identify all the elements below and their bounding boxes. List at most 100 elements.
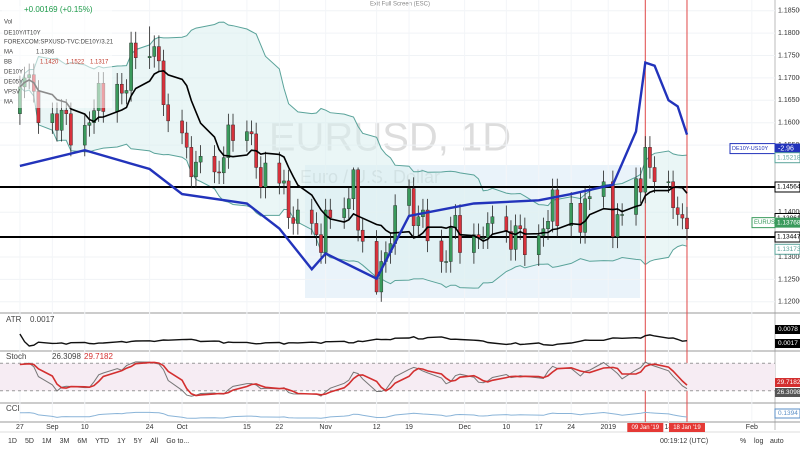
candle-body: [523, 228, 527, 255]
toolbar-button[interactable]: 1D: [8, 438, 17, 445]
stoch-tag: [775, 388, 800, 397]
stoch-name: Stoch: [6, 352, 26, 361]
y-tick-label: 1.17500: [778, 52, 800, 59]
last-price-label: 1.13768: [777, 219, 800, 226]
candle-body: [411, 188, 416, 226]
atr-line: [19, 333, 688, 347]
change-label: +0.00169 (+0.15%): [24, 5, 93, 14]
candle-body: [550, 189, 555, 222]
legend-item: MA: [4, 100, 13, 106]
legend-item: DE10Y: [4, 70, 23, 76]
legend-bg: [2, 6, 112, 108]
toolbar-button[interactable]: 3M: [60, 438, 70, 445]
legend-item: BB: [4, 60, 12, 66]
candle-body: [481, 237, 485, 239]
candle-body: [184, 132, 189, 148]
candle-body: [212, 156, 217, 173]
x-tick-label: 2019: [600, 424, 616, 431]
last-price-name: EURUSD: [754, 220, 780, 226]
candle-body: [319, 234, 323, 253]
candle-body: [360, 229, 365, 242]
moving-average: [19, 69, 688, 243]
candle-body: [69, 113, 73, 146]
toolbar-button[interactable]: All: [150, 438, 158, 445]
toolbar-button[interactable]: 1Y: [117, 438, 126, 445]
status-item[interactable]: %: [740, 438, 746, 445]
toolbar-button[interactable]: 5Y: [134, 438, 143, 445]
cci-line: [19, 411, 688, 419]
candle-body: [92, 110, 96, 123]
y-tick-label: 1.14000: [778, 209, 800, 216]
status-item[interactable]: auto: [770, 438, 784, 445]
price-tag: [774, 243, 800, 255]
candle-body: [416, 216, 421, 226]
spread-value-tag: [775, 143, 800, 154]
x-tick-label: 24: [567, 424, 575, 431]
candle-body: [152, 46, 157, 57]
toolbar-button[interactable]: 1M: [42, 438, 52, 445]
x-tick-label: Feb: [746, 424, 758, 431]
price-tag-label: 1.13173: [777, 246, 800, 253]
candle-body: [328, 209, 333, 218]
candle-body: [666, 181, 671, 183]
candle-body: [634, 178, 638, 215]
candle-body: [347, 198, 351, 209]
candle-body: [648, 147, 652, 168]
toolbar-button[interactable]: YTD: [95, 438, 109, 445]
candle-body: [129, 42, 133, 91]
candle-body: [55, 113, 59, 131]
legend-item: Vol: [4, 20, 12, 26]
bollinger-lower: [19, 86, 688, 289]
candle-body: [638, 178, 643, 193]
candle-body: [189, 147, 194, 178]
candle-body: [277, 162, 282, 184]
marker-badge: [668, 423, 705, 432]
y-tick-label: 1.13000: [778, 254, 800, 261]
price-tag-label: 1.14564: [777, 184, 800, 191]
price-tag-label: 1.13447: [777, 234, 800, 241]
candle-body: [259, 167, 263, 188]
candle-body: [249, 131, 254, 135]
candle-body: [555, 189, 560, 226]
price-tag: [774, 181, 800, 193]
legend-item: 1.1420: [40, 60, 59, 66]
candle-body: [217, 171, 221, 174]
marker-label: 09 Jan '19: [632, 425, 660, 431]
candle-body: [620, 214, 624, 216]
stoch-d: [19, 361, 688, 397]
exit-hint[interactable]: Exit Full Screen (ESC): [370, 2, 430, 8]
x-tick-label: Dec: [458, 424, 471, 431]
candle-body: [485, 223, 490, 238]
atr-tag-label: 0.0078: [778, 326, 798, 333]
candle-body: [282, 180, 286, 184]
candle-body: [87, 122, 92, 126]
atr-name: ATR: [6, 315, 22, 324]
candle-body: [221, 157, 226, 174]
candle-body: [601, 181, 606, 197]
candle-body: [166, 104, 170, 122]
legend-item: VPSV: [4, 90, 20, 96]
x-tick-label: 10: [81, 424, 89, 431]
candle-body: [231, 124, 235, 141]
marker-badge: [627, 423, 664, 432]
stoch-tag: [775, 378, 800, 387]
candle-body: [671, 181, 675, 208]
candle-body: [59, 109, 64, 131]
spread-tag-name: DE10Y-US10Y: [732, 146, 769, 152]
toolbar-button[interactable]: 5D: [25, 438, 34, 445]
x-tick-label: 17: [535, 424, 543, 431]
toolbar-button[interactable]: 6M: [77, 438, 87, 445]
candle-body: [448, 227, 453, 262]
cci-tag-label: 0.1394: [778, 410, 798, 417]
y-tick-label: 1.17000: [778, 75, 800, 82]
price-tag: [774, 152, 800, 164]
candle-body: [286, 180, 291, 218]
candle-body: [490, 216, 495, 224]
candle-body: [291, 217, 296, 224]
status-item[interactable]: log: [754, 438, 763, 445]
x-tick-label: 22: [275, 424, 283, 431]
candle-body: [309, 209, 314, 224]
toolbar-button[interactable]: Go to...: [166, 438, 189, 445]
cci-name: CCI: [6, 404, 20, 413]
